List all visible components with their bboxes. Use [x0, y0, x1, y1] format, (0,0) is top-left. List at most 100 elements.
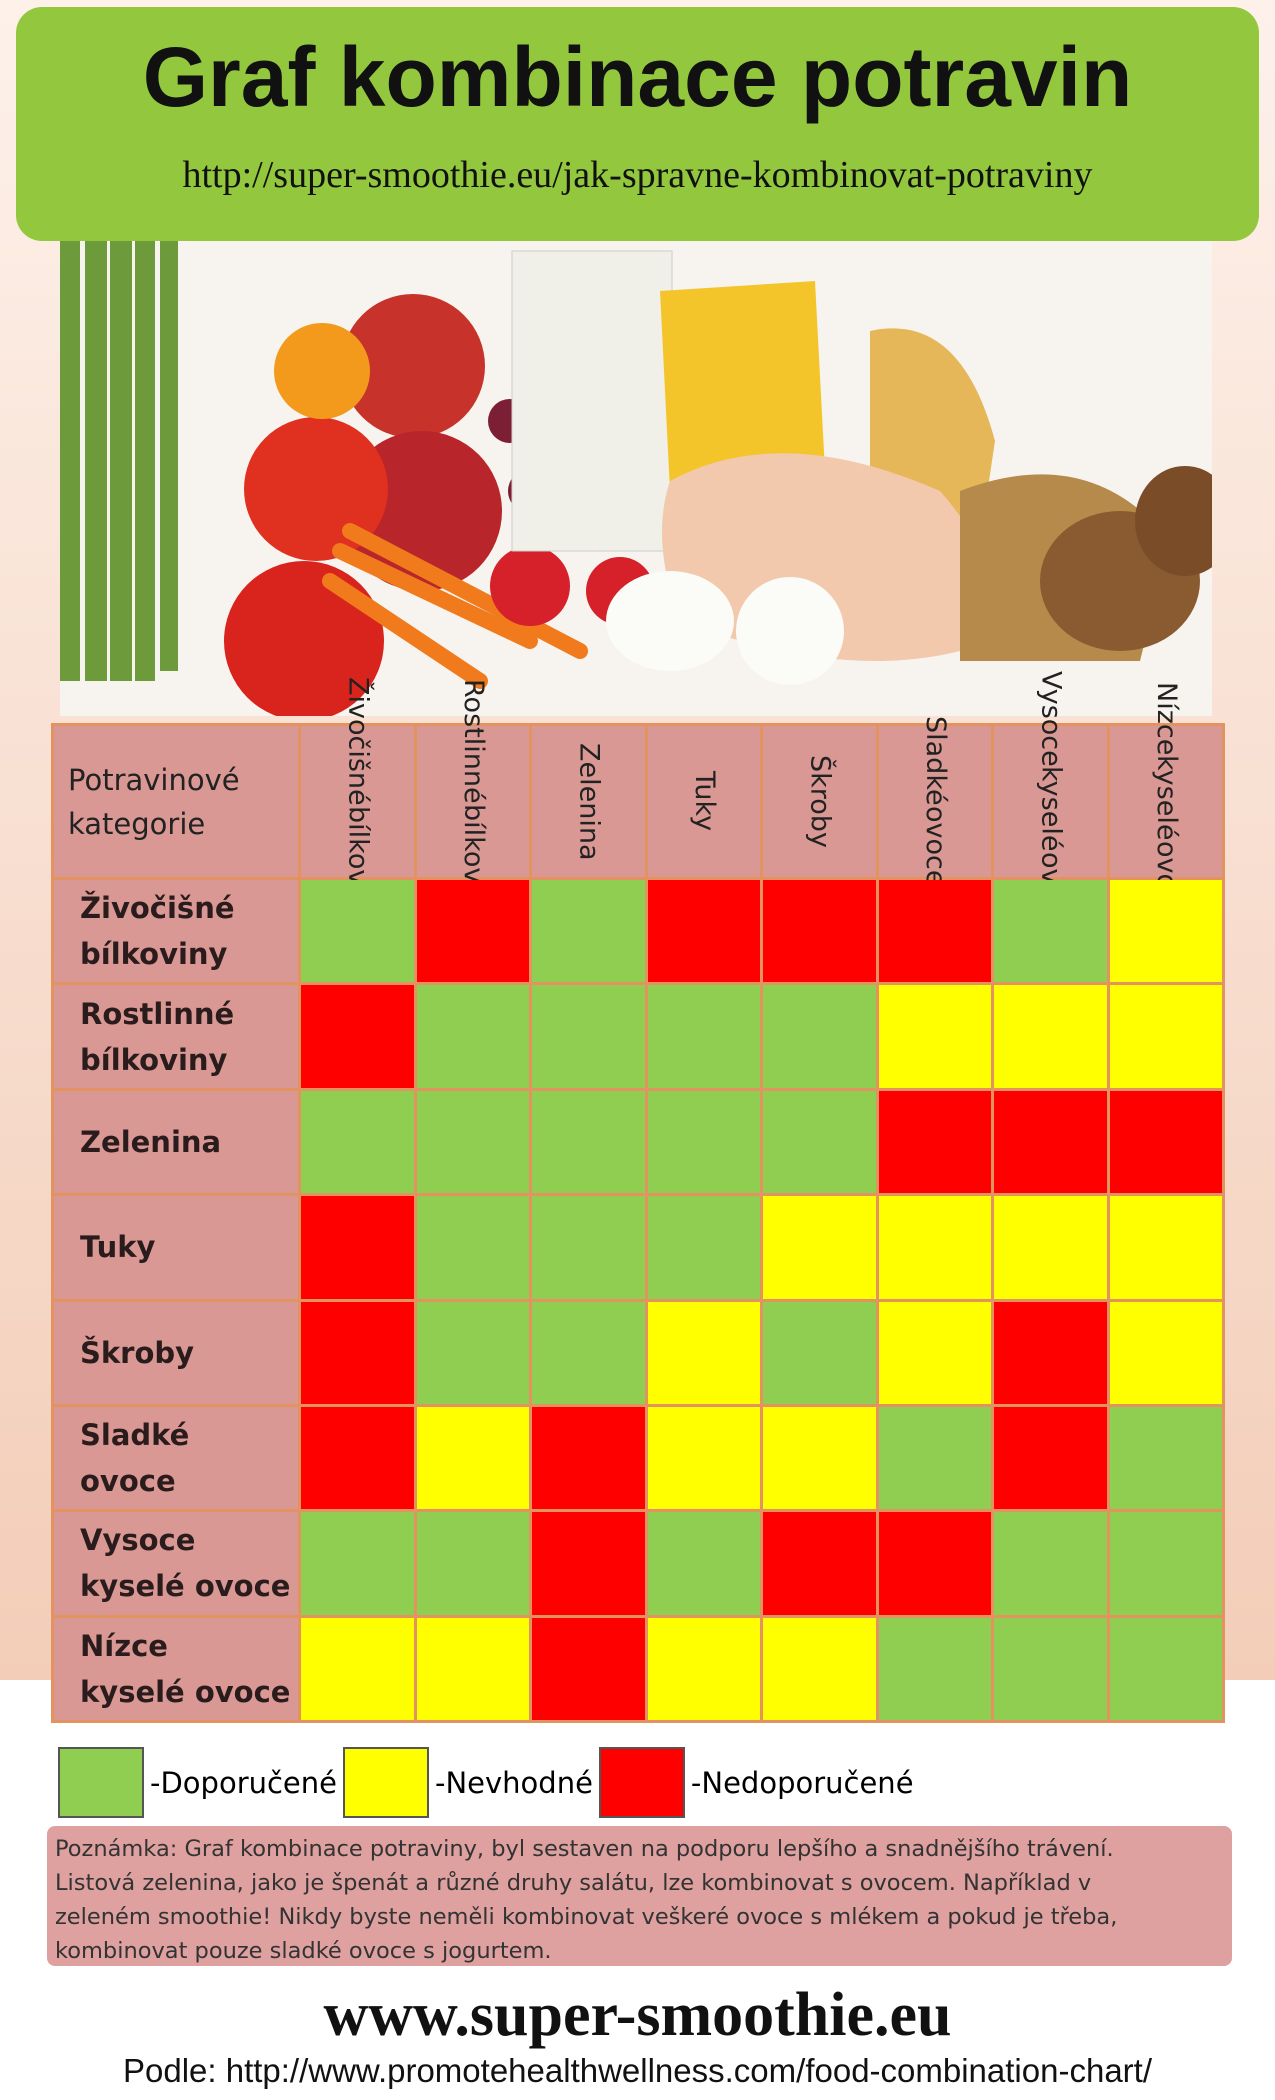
row-header-text: Tuky [80, 1224, 155, 1270]
cell [878, 1090, 991, 1194]
note-line: Listová zelenina, jako je špenát a různé… [55, 1870, 1092, 1896]
cell [416, 1406, 529, 1510]
column-header-line: Rostlinné [457, 679, 489, 804]
cell [1109, 1196, 1222, 1299]
note: Poznámka: Graf kombinace potraviny, byl … [47, 1826, 1232, 1966]
legend-label: -Doporučené [144, 1747, 343, 1818]
legend-swatch [343, 1747, 429, 1818]
cell [416, 880, 529, 983]
cell [763, 1617, 876, 1720]
cell [532, 1090, 645, 1194]
food-photo [60, 241, 1212, 716]
row-header: Zelenina [54, 1090, 298, 1194]
note-line: Poznámka: Graf kombinace potraviny, byl … [55, 1836, 1114, 1862]
column-header-line: kyselé [1035, 766, 1067, 852]
row-header-line: Škroby [80, 1335, 195, 1370]
cell [763, 1196, 876, 1299]
note-line: kombinovat pouze sladké ovoce s jogurtem… [55, 1938, 552, 1964]
cell [532, 880, 645, 983]
row-header: Škroby [54, 1301, 298, 1404]
cell [647, 1617, 760, 1720]
cell [878, 985, 991, 1088]
cell [1109, 1617, 1222, 1720]
row-header-text: Sladké ovoce [80, 1412, 189, 1504]
row-header: Vysoce kyselé ovoce [54, 1512, 298, 1615]
cell [416, 1301, 529, 1404]
column-header: Živočišné bílkoviny [301, 677, 414, 926]
cell [416, 1512, 529, 1615]
cell [878, 1512, 991, 1615]
cell [878, 1196, 991, 1299]
cell [878, 1406, 991, 1510]
cell [532, 985, 645, 1088]
row-header-line: Živočišné [80, 891, 235, 926]
column-header-line: Vysoce [1035, 670, 1067, 767]
cell [532, 1512, 645, 1615]
cell [301, 880, 414, 983]
row-header-line: kyselé ovoce [80, 1674, 291, 1709]
cell [647, 1301, 760, 1404]
cell [301, 1196, 414, 1299]
cell [301, 1512, 414, 1615]
row-header-line: Sladké [80, 1418, 190, 1453]
row-header-text: Nízce kyselé ovoce [80, 1623, 290, 1715]
cell [878, 880, 991, 983]
cell [878, 1617, 991, 1720]
cell [994, 1196, 1107, 1299]
row-header: Tuky [54, 1196, 298, 1299]
column-header: Zelenina [532, 726, 645, 877]
row-header-text: Živočišné bílkoviny [80, 885, 235, 977]
cell [994, 985, 1107, 1088]
cell [1109, 1301, 1222, 1404]
column-header-line: ovoce [919, 806, 951, 887]
corner-line: Potravinové [68, 762, 240, 797]
row-header-line: Rostlinné [80, 996, 235, 1031]
url: http://super-smoothie.eu/jak-spravne-kom… [182, 154, 1093, 196]
row-header-text: Škroby [80, 1330, 194, 1376]
cell [301, 1301, 414, 1404]
legend: -Doporučené -Nevhodné -Nedoporučené [58, 1747, 920, 1818]
column-header-line: Škroby [804, 755, 836, 848]
row-header-text: Zelenina [80, 1119, 221, 1165]
row-header-line: ovoce [80, 1464, 176, 1499]
cell [994, 1406, 1107, 1510]
row-header-text: Vysoce kyselé ovoce [80, 1517, 290, 1609]
row-header-line: kyselé ovoce [80, 1569, 291, 1604]
cell [1109, 1090, 1222, 1194]
column-header: Škroby [763, 726, 876, 877]
legend-swatch [58, 1747, 144, 1818]
row-header-text: Rostlinné bílkoviny [80, 991, 234, 1083]
cell [532, 1617, 645, 1720]
row-header: Nízce kyselé ovoce [54, 1617, 298, 1720]
cell [1109, 1406, 1222, 1510]
cell [301, 1617, 414, 1720]
row-header-line: Zelenina [80, 1124, 222, 1159]
row-header: Živočišné bílkoviny [54, 880, 298, 983]
cell [647, 985, 760, 1088]
corner-text: Potravinové kategorie [68, 758, 240, 846]
column-header-line: Sladké [919, 716, 951, 807]
cell [994, 880, 1107, 983]
cell [647, 1090, 760, 1194]
cell [301, 1090, 414, 1194]
cell [647, 880, 760, 983]
legend-label: -Nevhodné [429, 1747, 599, 1818]
cell [1109, 1512, 1222, 1615]
legend-label: -Nedoporučené [684, 1747, 920, 1818]
cell [763, 1090, 876, 1194]
column-header-line: Zelenina [573, 742, 605, 861]
row-header-line: Nízce [80, 1628, 168, 1663]
cell [647, 1406, 760, 1510]
row-header-line: Vysoce [80, 1523, 196, 1558]
cell [416, 985, 529, 1088]
cell [763, 1301, 876, 1404]
cell [532, 1301, 645, 1404]
title: Graf kombinace potravin [142, 30, 1133, 124]
corner-line: kategorie [68, 806, 206, 841]
row-header-line: Tuky [80, 1230, 156, 1265]
cell [416, 1090, 529, 1194]
column-header-line: Živočišné [342, 677, 374, 806]
